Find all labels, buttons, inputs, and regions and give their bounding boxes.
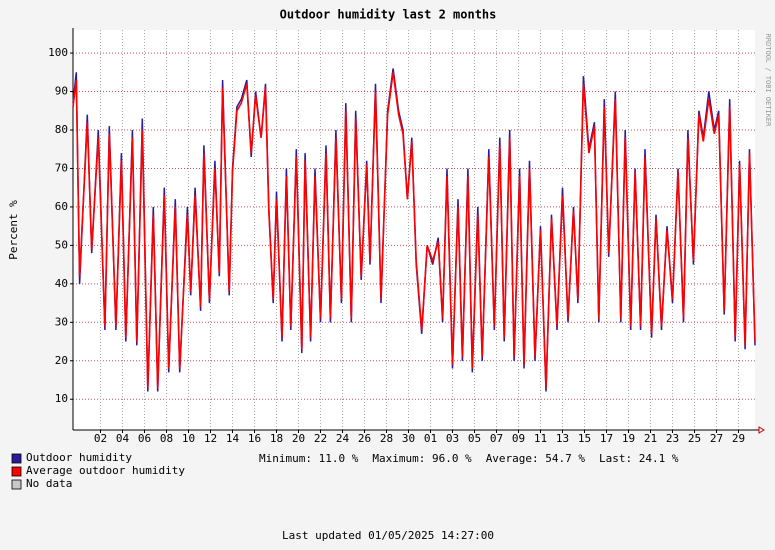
y-tick-label: 20	[55, 354, 68, 367]
stat: Minimum: 11.0 %	[259, 452, 359, 465]
legend-swatch	[11, 479, 22, 490]
y-tick-label: 50	[55, 238, 68, 251]
legend-swatch	[11, 453, 22, 464]
labels: 10 20 30 40 50 60 70 80 90 100 02 04 06 08 10 12 14 16 18 2…	[11, 46, 745, 490]
y-tick-label: 90	[55, 85, 68, 98]
x-tick-label: 28	[380, 432, 393, 445]
footer: Last updated 01/05/2025 14:27:00	[282, 529, 494, 542]
axis-arrow	[758, 426, 765, 434]
x-tick-label: 07	[490, 432, 503, 445]
x-tick-label: 22	[314, 432, 327, 445]
x-tick-label: 25	[688, 432, 701, 445]
x-tick-label: 16	[248, 432, 261, 445]
x-tick-label: 05	[468, 432, 481, 445]
stat: Average: 54.7 %	[486, 452, 586, 465]
x-tick-label: 23	[666, 432, 679, 445]
x-tick-label: 11	[534, 432, 547, 445]
x-tick-label: 13	[556, 432, 569, 445]
side-credit: RRDTOOL / TOBI OETIKER	[764, 34, 772, 128]
y-axis-label: Percent %	[7, 200, 20, 260]
legend-label: Outdoor humidity	[26, 451, 132, 464]
stat: Maximum: 96.0 %	[372, 452, 472, 465]
x-tick-label: 06	[138, 432, 151, 445]
x-tick-label: 12	[204, 432, 217, 445]
x-tick-label: 17	[600, 432, 613, 445]
y-tick-label: 80	[55, 123, 68, 136]
y-tick-label: 60	[55, 200, 68, 213]
x-tick-label: 02	[94, 432, 107, 445]
y-tick-label: 70	[55, 161, 68, 174]
x-tick-label: 09	[512, 432, 525, 445]
x-tick-label: 20	[292, 432, 305, 445]
x-tick-label: 01	[424, 432, 437, 445]
x-tick-label: 04	[116, 432, 130, 445]
x-tick-label: 10	[182, 432, 195, 445]
x-tick-label: 08	[160, 432, 173, 445]
x-tick-label: 30	[402, 432, 415, 445]
y-tick-label: 40	[55, 277, 68, 290]
legend-label: Average outdoor humidity	[26, 464, 185, 477]
legend-swatch	[11, 466, 22, 477]
lines	[72, 68, 756, 392]
x-tick-label: 15	[578, 432, 591, 445]
x-tick-label: 27	[710, 432, 723, 445]
y-tick-label: 100	[48, 46, 68, 59]
x-tick-label: 24	[336, 432, 350, 445]
chart-title: Outdoor humidity last 2 months	[280, 8, 497, 22]
stat: Last: 24.1 %	[599, 452, 679, 465]
y-tick-label: 10	[55, 392, 68, 405]
y-tick-label: 30	[55, 315, 68, 328]
x-tick-label: 21	[644, 432, 657, 445]
x-tick-label: 03	[446, 432, 459, 445]
grid	[70, 28, 765, 434]
x-tick-label: 26	[358, 432, 371, 445]
x-tick-label: 29	[732, 432, 745, 445]
x-tick-label: 19	[622, 432, 635, 445]
x-tick-label: 18	[270, 432, 283, 445]
legend-label: No data	[26, 477, 72, 490]
series-line	[72, 72, 756, 388]
x-tick-label: 14	[226, 432, 240, 445]
